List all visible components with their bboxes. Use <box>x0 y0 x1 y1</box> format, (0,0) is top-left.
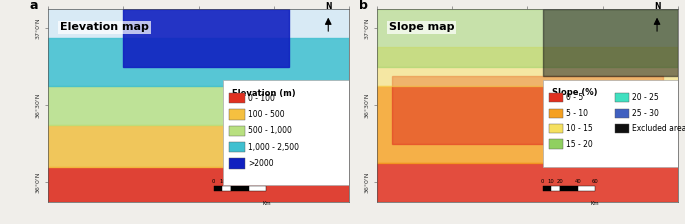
Bar <box>229 158 245 169</box>
Bar <box>549 109 563 118</box>
Text: 0: 0 <box>541 179 544 184</box>
Text: 60: 60 <box>592 179 599 184</box>
Text: b: b <box>359 0 368 12</box>
Text: Slope map: Slope map <box>389 22 454 32</box>
Bar <box>249 186 266 191</box>
Bar <box>123 9 289 67</box>
Text: Km: Km <box>591 201 599 206</box>
Text: 20: 20 <box>228 179 235 184</box>
Bar <box>229 109 245 120</box>
Text: 10: 10 <box>548 179 555 184</box>
Text: Excluded areas: Excluded areas <box>632 124 685 133</box>
Bar <box>229 125 245 136</box>
Bar <box>560 186 577 191</box>
Bar <box>549 93 563 102</box>
Bar <box>549 124 563 133</box>
Bar <box>577 186 595 191</box>
Text: N: N <box>653 2 660 11</box>
Text: Slope (%): Slope (%) <box>551 88 597 97</box>
Text: 15 - 20: 15 - 20 <box>566 140 593 149</box>
Bar <box>551 186 560 191</box>
Text: 5 - 10: 5 - 10 <box>566 109 588 118</box>
Bar <box>615 93 630 102</box>
FancyBboxPatch shape <box>223 80 356 185</box>
Bar <box>615 109 630 118</box>
Text: 40: 40 <box>245 179 252 184</box>
Bar <box>48 86 349 125</box>
Bar <box>543 186 551 191</box>
Text: 40: 40 <box>574 179 581 184</box>
Bar <box>48 167 349 202</box>
Text: Elevation (m): Elevation (m) <box>232 89 295 98</box>
Bar <box>229 142 245 153</box>
Bar <box>377 47 678 86</box>
FancyBboxPatch shape <box>543 80 685 167</box>
Text: 0 - 5: 0 - 5 <box>566 93 584 102</box>
Text: 10 - 15: 10 - 15 <box>566 124 593 133</box>
Bar <box>377 86 678 163</box>
Bar <box>377 163 678 202</box>
Text: 100 - 500: 100 - 500 <box>249 110 285 119</box>
Text: 20: 20 <box>557 179 564 184</box>
Text: 20 - 25: 20 - 25 <box>632 93 659 102</box>
Text: 500 - 1,000: 500 - 1,000 <box>249 126 292 135</box>
Bar <box>232 186 249 191</box>
Text: 0 - 100: 0 - 100 <box>249 94 275 103</box>
Text: N: N <box>325 2 332 11</box>
Text: Km: Km <box>262 201 271 206</box>
Bar <box>214 186 223 191</box>
Bar <box>223 186 232 191</box>
Text: Elevation map: Elevation map <box>60 22 149 32</box>
Bar <box>392 76 663 144</box>
Text: 0: 0 <box>212 179 215 184</box>
Bar <box>543 9 678 76</box>
Text: 1,000 - 2,500: 1,000 - 2,500 <box>249 143 299 152</box>
Bar <box>48 125 349 167</box>
Text: 25 - 30: 25 - 30 <box>632 109 659 118</box>
Bar <box>229 93 245 103</box>
Bar <box>48 38 349 86</box>
Text: a: a <box>30 0 38 12</box>
Bar <box>615 124 630 133</box>
Bar <box>377 9 678 67</box>
Bar <box>549 139 563 149</box>
Text: 60: 60 <box>263 179 270 184</box>
Text: 10: 10 <box>219 179 226 184</box>
Text: >2000: >2000 <box>249 159 274 168</box>
